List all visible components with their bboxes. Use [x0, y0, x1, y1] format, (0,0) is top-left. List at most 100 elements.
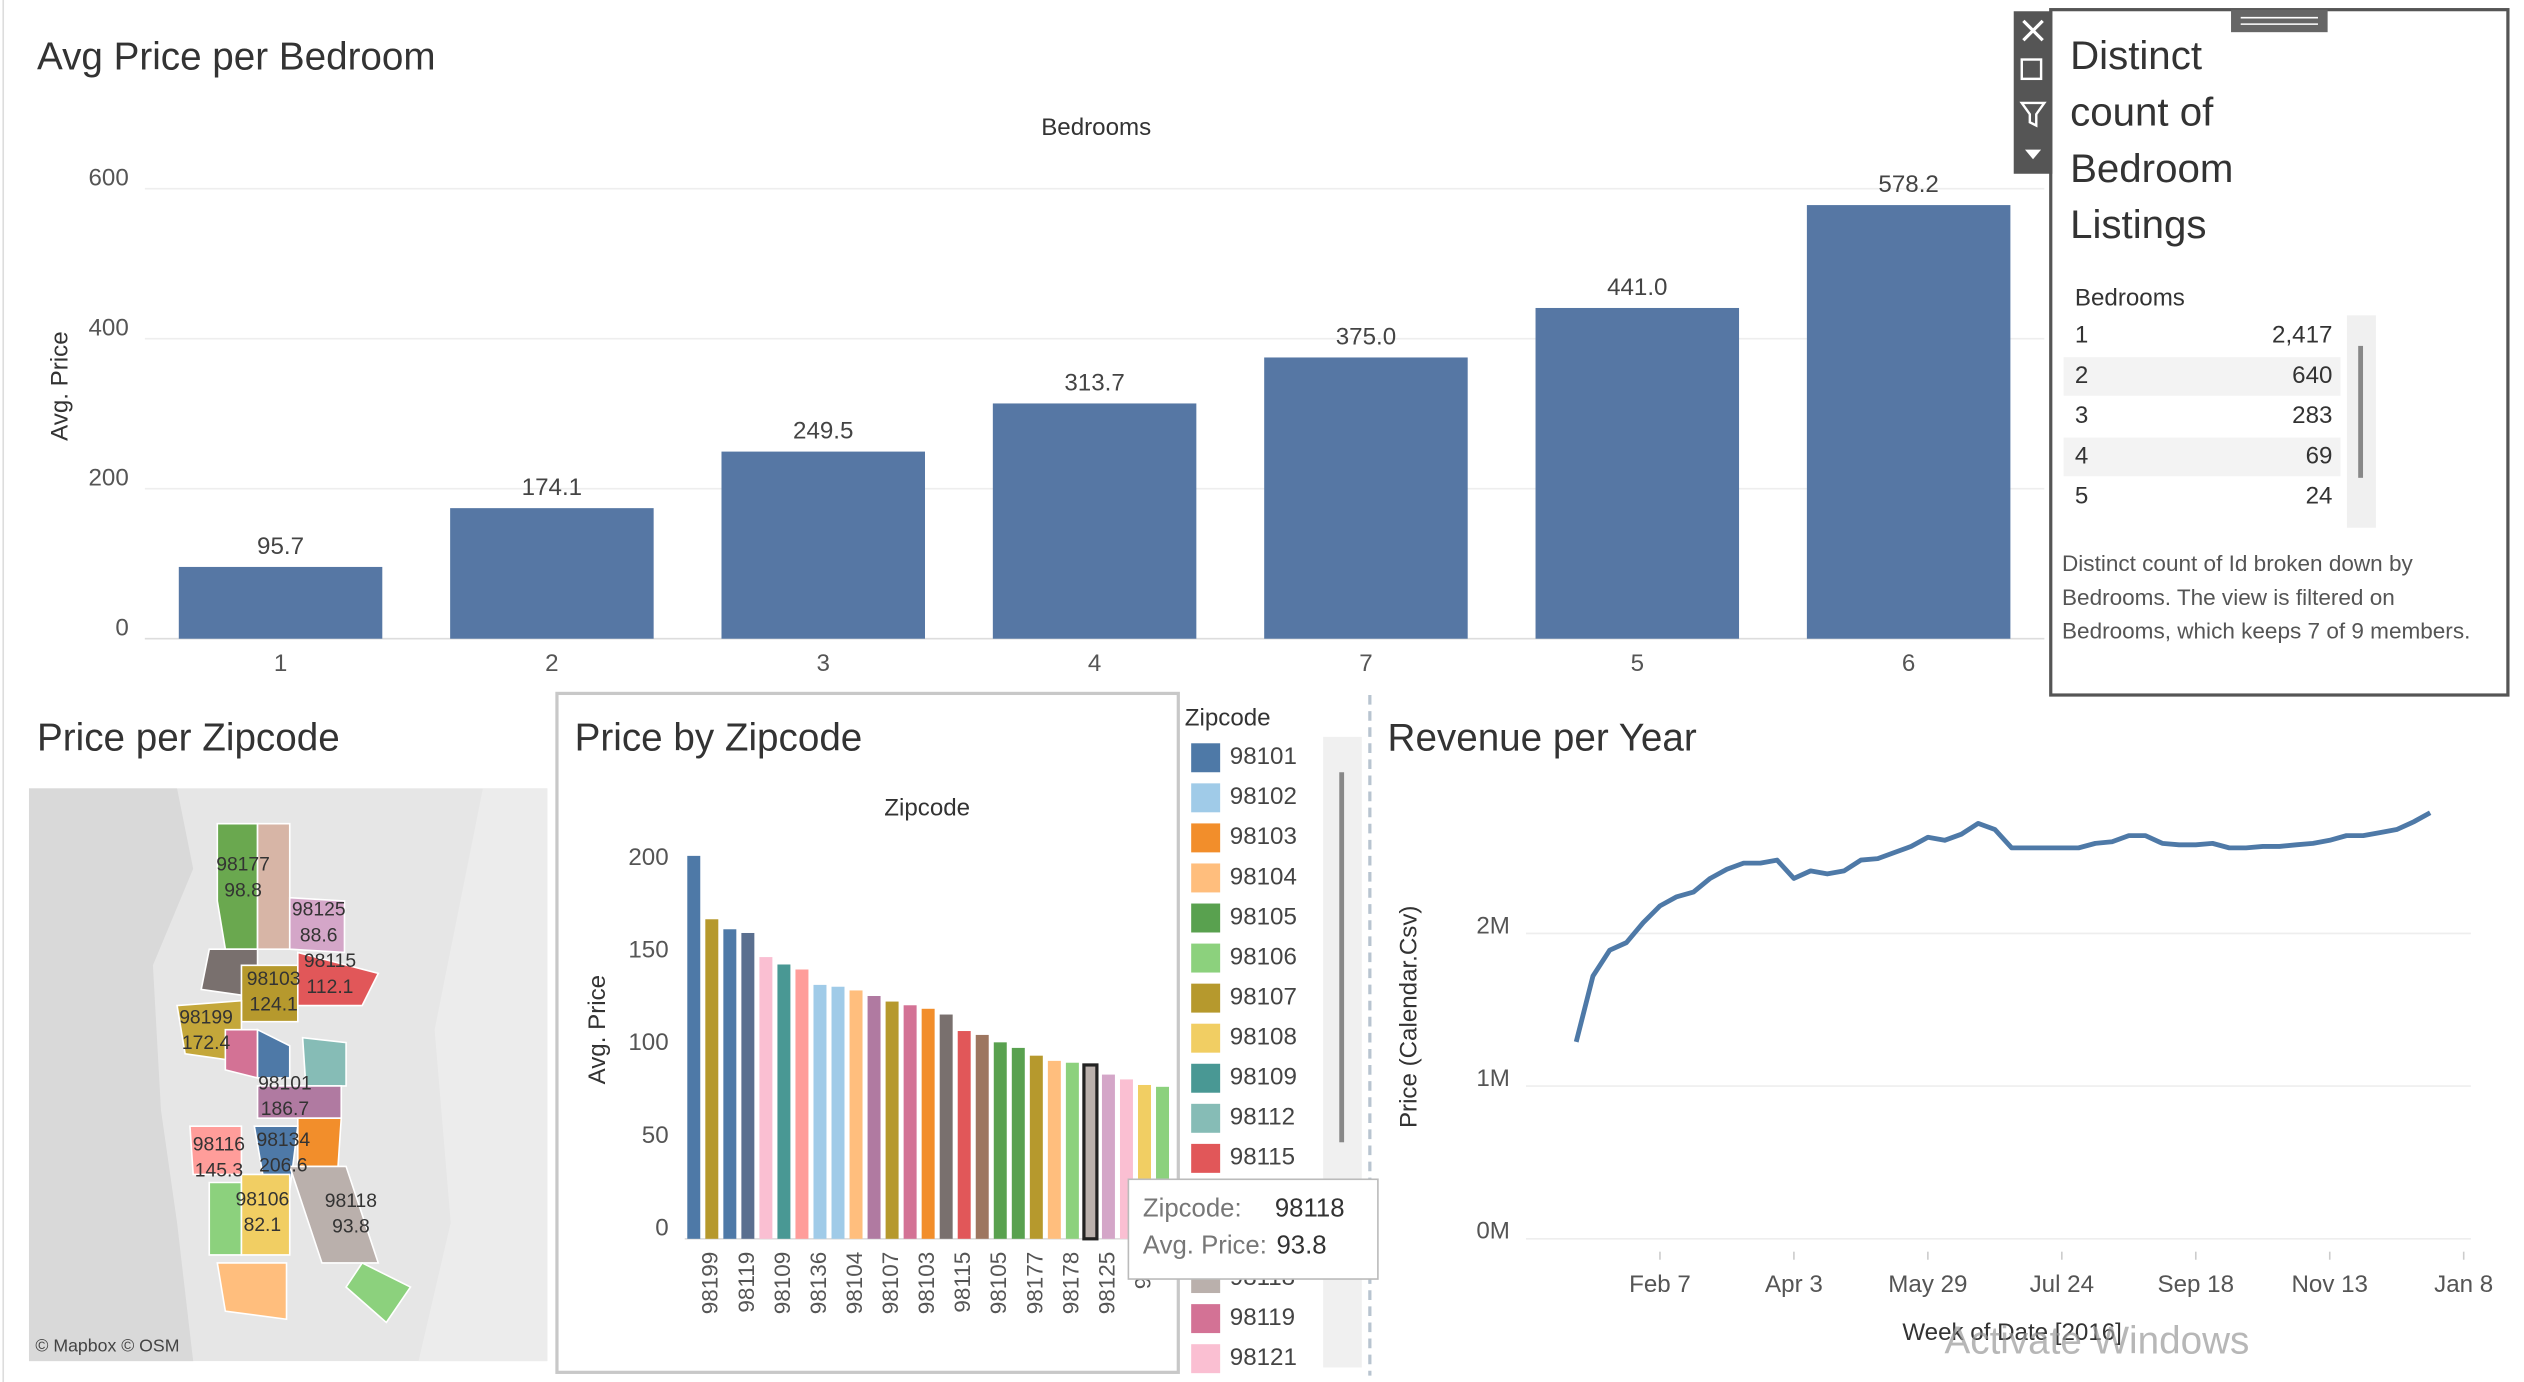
value-label: 375.0: [1336, 324, 1396, 351]
y-tick-label: 200: [628, 844, 668, 871]
y-tick-label: 0: [115, 614, 128, 641]
panel-title: Distinct count of Bedroom Listings: [2070, 33, 2234, 248]
chart-title: Avg Price per Bedroom: [37, 36, 436, 79]
region: [288, 1165, 380, 1264]
land: [418, 788, 548, 1362]
y-axis-label: Price (Calendar.Csv): [1395, 906, 1422, 1129]
bar: [705, 919, 719, 1239]
region: [240, 1173, 291, 1256]
y-axis-label: Avg. Price: [584, 975, 611, 1084]
value-label: 313.7: [1064, 370, 1124, 397]
bar: [687, 855, 701, 1239]
table-cell: 283: [2292, 402, 2332, 429]
x-tick-label: 98107: [878, 1252, 903, 1315]
legend-scroll-thumb[interactable]: [1339, 772, 1345, 1143]
map-attribution: © Mapbox © OSM: [35, 1335, 179, 1355]
legend-swatch: [1191, 1304, 1221, 1334]
legend-swatch: [1191, 1023, 1221, 1053]
map-label: 124.1: [249, 995, 297, 1016]
region: [256, 1028, 291, 1079]
x-tick-label: Feb 7: [1629, 1271, 1691, 1298]
filter-icon[interactable]: [2019, 101, 2047, 128]
watermark: Activate Windows: [1945, 1320, 2250, 1363]
tooltip-label: Avg. Price:: [1143, 1232, 1267, 1260]
legend-label: 98104: [1230, 863, 1297, 890]
bar: [795, 969, 809, 1239]
line: [1573, 810, 2432, 1043]
water: [28, 788, 194, 1362]
map-label: 186.7: [261, 1099, 309, 1120]
table-cell: 69: [2306, 442, 2333, 469]
bar: [903, 1005, 917, 1239]
region: [301, 1036, 347, 1087]
x-tick-label: 2: [545, 650, 558, 677]
legend-swatch: [1191, 743, 1221, 773]
close-icon[interactable]: [2022, 19, 2044, 42]
map-label: 98101: [258, 1073, 312, 1094]
y-tick-label: 600: [88, 164, 128, 191]
x-tick-label: 7: [1359, 650, 1372, 677]
table-scroll-thumb[interactable]: [2358, 345, 2364, 478]
map-label: 98116: [193, 1135, 245, 1156]
x-tick-label: 98125: [1094, 1252, 1119, 1315]
value-label: 249.5: [793, 418, 853, 445]
bar: [885, 1001, 899, 1239]
y-tick-label: 0M: [1476, 1218, 1510, 1245]
x-axis-label: Week of Date [2016]: [1902, 1319, 2122, 1346]
map-label: 98115: [304, 951, 356, 972]
tooltip-value: 93.8: [1276, 1232, 1326, 1260]
table-cell: 4: [2075, 442, 2088, 469]
bar: [939, 1014, 953, 1239]
x-tick-label: 4: [1088, 650, 1101, 677]
map-label: 98134: [256, 1130, 310, 1151]
bar: [1029, 1055, 1043, 1239]
x-tick-label: 98178: [1058, 1252, 1083, 1315]
value-label: 441.0: [1607, 274, 1667, 301]
selected-panel-frame: [555, 691, 1180, 1374]
region: [256, 822, 291, 951]
bar: [867, 996, 881, 1239]
y-tick-label: 200: [88, 464, 128, 491]
legend-label: 98103: [1230, 823, 1297, 850]
x-tick-label: 98115: [950, 1252, 975, 1313]
map-label: 145.3: [195, 1160, 243, 1181]
legend-swatch: [1191, 1344, 1221, 1374]
x-tick-label: 98103: [914, 1252, 939, 1315]
panel-caption-box: Distinct count of Id broken down by Bedr…: [2062, 550, 2471, 644]
map-label: 98118: [325, 1191, 377, 1212]
table-cell: 3: [2075, 402, 2088, 429]
legend-label: 98107: [1230, 984, 1297, 1011]
legend-swatch: [1191, 823, 1221, 853]
bar: [178, 566, 383, 639]
legend-label: 98115: [1230, 1144, 1295, 1171]
value-label: 174.1: [522, 474, 582, 501]
legend-label: 98106: [1230, 943, 1297, 970]
tooltip-box: [1127, 1178, 1379, 1280]
open-icon[interactable]: [2020, 58, 2043, 81]
table-cell: 24: [2306, 483, 2333, 510]
y-tick-label: 1M: [1476, 1065, 1510, 1092]
legend-swatch: [1191, 1143, 1221, 1173]
zip-regions: [176, 822, 412, 1324]
x-tick-label: 3: [817, 650, 830, 677]
panel-caption: Distinct count of Id broken down by Bedr…: [2062, 550, 2471, 644]
tooltip-value: 98118: [1275, 1195, 1345, 1223]
x-tick-label: 6: [1902, 650, 1915, 677]
map-label: 98.8: [224, 880, 262, 901]
menu-icon[interactable]: [2024, 149, 2042, 160]
chart-title: Price by Zipcode: [575, 716, 863, 759]
bar: [992, 403, 1197, 639]
legend-label: 98101: [1230, 743, 1297, 770]
map-label: 112.1: [307, 977, 354, 998]
bar: [1011, 1047, 1025, 1239]
drag-handle[interactable]: [2231, 9, 2328, 33]
value-label: 578.2: [1878, 171, 1938, 198]
x-axis-label: Zipcode: [884, 795, 970, 822]
x-tick-label: 98105: [986, 1252, 1011, 1315]
bar: [813, 984, 827, 1239]
bar: [1082, 1063, 1099, 1241]
legend-swatch: [1191, 863, 1221, 893]
y-tick-label: 2M: [1476, 912, 1510, 939]
panel-title-box: Distinct count of Bedroom Listings: [2070, 33, 2234, 248]
